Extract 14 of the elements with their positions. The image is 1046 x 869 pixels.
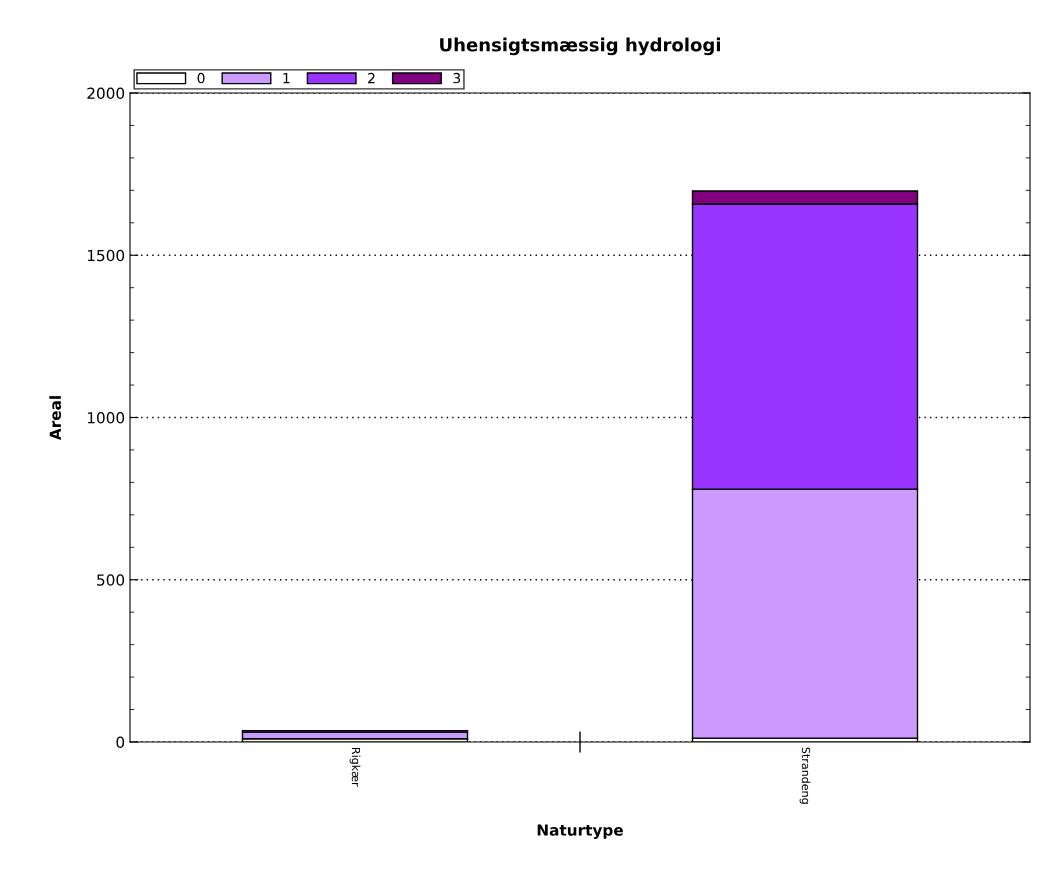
legend-label: 0 [197,72,205,84]
legend-label: 3 [453,72,461,84]
y-tick-label: 2000 [87,87,125,100]
y-axis-title: Areal [49,396,62,441]
y-tick-label: 1000 [87,411,125,424]
legend-label: 2 [368,72,375,84]
chart-title: Uhensigtsmæssig hydrologi [440,37,721,56]
y-tick-label: 0 [116,736,125,749]
legend-label: 1 [283,73,290,84]
x-tick-label: Rigkær [349,747,361,787]
x-axis-title: Naturtype [537,824,623,839]
y-tick-label: 1500 [87,249,125,262]
y-tick-label: 500 [97,574,125,586]
x-tick-label: Strandeng [799,747,811,804]
